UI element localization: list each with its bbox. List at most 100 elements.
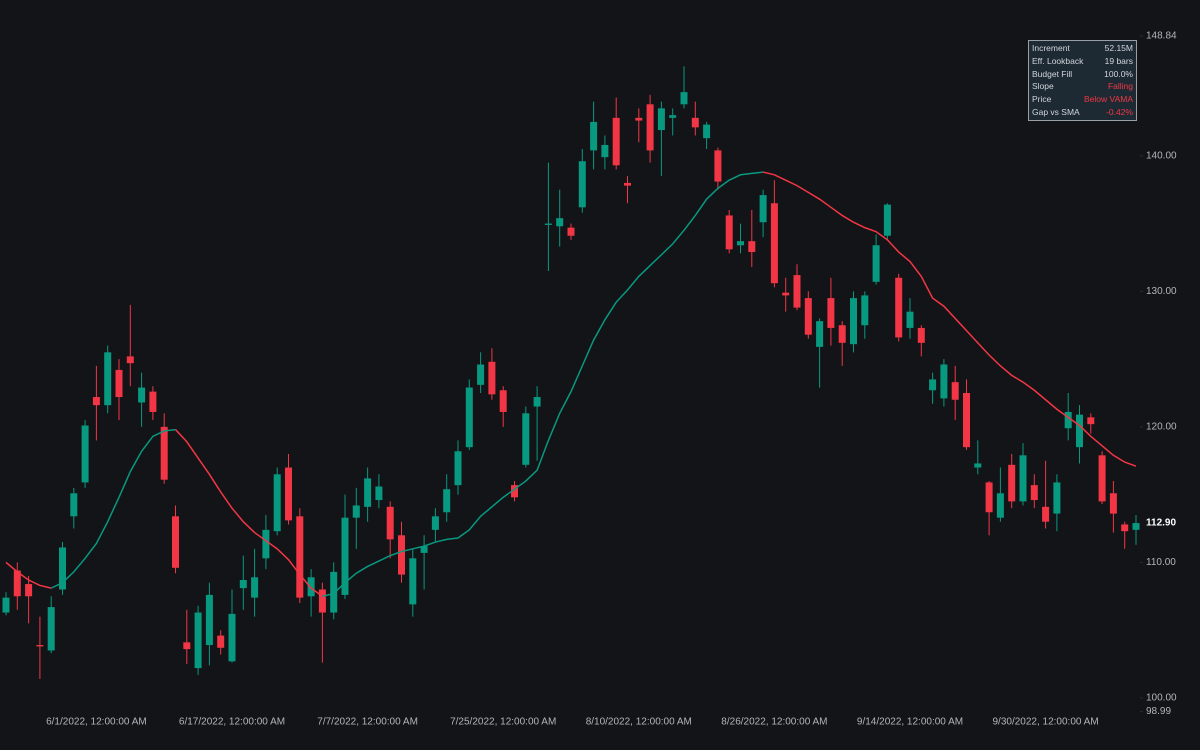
x-tick-label: 9/14/2022, 12:00:00 AM xyxy=(857,717,963,728)
x-tick-label: 6/17/2022, 12:00:00 AM xyxy=(179,717,285,728)
candle-body xyxy=(1076,414,1083,448)
candle-body xyxy=(827,298,835,328)
candle-body xyxy=(1019,455,1027,502)
info-label: Eff. Lookback xyxy=(1032,55,1084,66)
candle-body xyxy=(420,546,428,553)
candle-body xyxy=(985,482,993,513)
candle-body xyxy=(228,613,236,662)
candle-body xyxy=(759,195,767,223)
candle-body xyxy=(499,390,507,412)
candle-body xyxy=(1109,493,1117,514)
candle-body xyxy=(285,467,292,521)
candle-body xyxy=(81,425,89,483)
info-value: -0.42% xyxy=(1106,106,1133,117)
vama-line xyxy=(174,429,323,597)
candle-body xyxy=(217,635,225,648)
candle-body xyxy=(612,117,620,166)
candle-body xyxy=(70,493,78,517)
candle-body xyxy=(318,589,326,613)
candle-body xyxy=(1121,524,1129,532)
candle-body xyxy=(92,397,100,406)
y-tick-label: 98.99 xyxy=(1146,706,1171,717)
candle-body xyxy=(556,218,564,227)
candle-body xyxy=(465,387,473,448)
x-tick-label: 7/25/2022, 12:00:00 AM xyxy=(450,717,556,728)
candle-body xyxy=(996,493,1004,518)
candle-body xyxy=(963,392,970,448)
candle-body xyxy=(59,547,66,590)
candle-body xyxy=(296,516,304,598)
x-tick-label: 7/7/2022, 12:00:00 AM xyxy=(317,717,418,728)
vama-line xyxy=(5,561,52,589)
candle-body xyxy=(262,529,270,559)
candle-body xyxy=(657,108,665,131)
candle-body xyxy=(172,516,179,568)
candle-body xyxy=(126,356,134,364)
candle-body xyxy=(703,124,711,139)
candle-body xyxy=(714,150,722,182)
x-tick-label: 8/26/2022, 12:00:00 AM xyxy=(721,717,827,728)
info-table: Increment 52.15M Eff. Lookback 19 bars Budge… xyxy=(1028,40,1137,121)
candle-body xyxy=(646,104,654,151)
candle-body xyxy=(273,474,281,532)
candle-body xyxy=(1008,464,1016,502)
info-value: Falling xyxy=(1107,81,1133,92)
last-price-label: 112.90 xyxy=(1146,518,1176,529)
candle-body xyxy=(883,204,891,236)
candle-body xyxy=(601,144,609,158)
candle-body xyxy=(1132,523,1140,530)
candle-body xyxy=(1053,482,1061,514)
candle-body xyxy=(149,391,157,412)
candle-body xyxy=(443,489,451,513)
candle-body xyxy=(793,275,801,308)
candle-body xyxy=(364,478,372,507)
candle-body xyxy=(2,597,10,613)
candle-body xyxy=(578,161,586,208)
candle-body xyxy=(1064,411,1072,429)
candle-body xyxy=(1098,455,1106,502)
candle-body xyxy=(567,227,575,236)
candle-body xyxy=(454,451,462,486)
info-value: 52.15M xyxy=(1104,43,1133,53)
vama-line xyxy=(50,428,176,589)
y-tick-label: 148.84 xyxy=(1146,31,1177,42)
candle-body xyxy=(138,387,146,403)
info-label: Budget Fill xyxy=(1032,68,1073,79)
candle-body xyxy=(782,292,790,296)
candle-body xyxy=(398,535,405,575)
x-tick-label: 8/10/2022, 12:00:00 AM xyxy=(586,717,692,728)
candle-body xyxy=(680,92,688,105)
candle-body xyxy=(386,506,394,540)
y-tick-label: 100.00 xyxy=(1146,693,1177,704)
info-row: Budget Fill 100.0% xyxy=(1029,68,1136,81)
candle-body xyxy=(160,426,168,480)
candle-body xyxy=(669,115,677,118)
candle-body xyxy=(477,364,485,385)
candle-body xyxy=(951,382,959,400)
info-value: Below VAMA xyxy=(1084,94,1133,105)
info-row: Price Below VAMA xyxy=(1029,93,1136,106)
info-value: 100.0% xyxy=(1104,68,1133,79)
info-value: 19 bars xyxy=(1104,55,1133,66)
candle-body xyxy=(838,325,846,343)
candle-body xyxy=(748,241,756,253)
candle-body xyxy=(533,397,541,407)
y-tick-label: 140.00 xyxy=(1146,150,1177,161)
info-row: Gap vs SMA -0.42% xyxy=(1029,106,1136,119)
info-label: Slope xyxy=(1032,81,1054,92)
candle-body xyxy=(940,364,948,399)
candle-body xyxy=(544,223,552,225)
candle-body xyxy=(36,645,44,647)
candle-body xyxy=(770,203,778,284)
candle-body xyxy=(624,182,631,186)
candle-body xyxy=(816,321,824,347)
candle-body xyxy=(488,361,496,395)
candle-body xyxy=(205,594,213,646)
info-label: Increment xyxy=(1032,43,1070,53)
candle-body xyxy=(375,486,383,501)
candle-body xyxy=(804,298,812,335)
candle-body xyxy=(725,215,733,250)
candle-body xyxy=(1042,506,1050,522)
